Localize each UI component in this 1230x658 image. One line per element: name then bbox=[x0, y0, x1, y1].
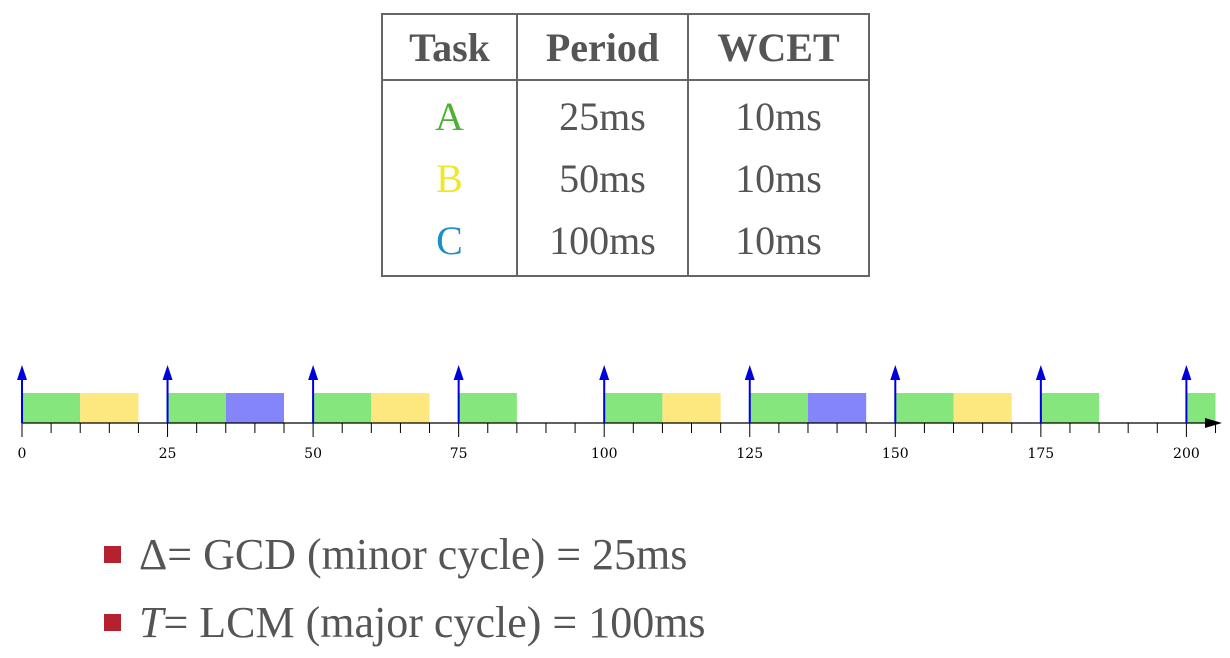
table-row: A 25ms 10ms bbox=[382, 80, 869, 147]
bullet-square-icon bbox=[104, 613, 121, 631]
header-period: Period bbox=[516, 14, 688, 81]
schedule-block-a bbox=[604, 393, 663, 423]
task-name-a: A bbox=[435, 93, 464, 139]
task-wcet-c: 10ms bbox=[687, 209, 869, 276]
bullet-major-cycle: T = LCM (major cycle) = 100ms bbox=[104, 588, 706, 656]
release-arrowhead-icon bbox=[744, 365, 755, 380]
tick-label: 75 bbox=[450, 446, 468, 462]
tick-label: 0 bbox=[18, 446, 27, 462]
time-axis-arrowhead-icon bbox=[1205, 418, 1222, 428]
tick-label: 25 bbox=[159, 446, 177, 462]
tick-label: 50 bbox=[304, 446, 322, 462]
bullet-symbol-t: T bbox=[139, 597, 164, 647]
release-arrowhead-icon bbox=[890, 365, 901, 380]
tick-label: 175 bbox=[1027, 446, 1054, 462]
tick-label: 150 bbox=[882, 446, 909, 462]
header-task: Task bbox=[382, 14, 517, 81]
task-table: Task Period WCET A 25ms 10ms B 50ms 10ms… bbox=[381, 13, 870, 277]
release-arrowhead-icon bbox=[308, 365, 319, 380]
release-arrowhead-icon bbox=[1035, 365, 1046, 380]
schedule-block-a bbox=[1186, 393, 1216, 423]
tick-label: 200 bbox=[1173, 446, 1200, 462]
task-wcet-a: 10ms bbox=[687, 80, 869, 147]
release-arrowhead-icon bbox=[599, 365, 610, 380]
task-period-a: 25ms bbox=[516, 80, 688, 147]
tick-label: 125 bbox=[736, 446, 763, 462]
schedule-block-a bbox=[167, 393, 226, 423]
schedule-block-a bbox=[1040, 393, 1100, 423]
bullet-text-major: = LCM (major cycle) = 100ms bbox=[163, 597, 706, 647]
schedule-block-a bbox=[458, 393, 517, 423]
table-header-row: Task Period WCET bbox=[382, 14, 869, 81]
header-wcet: WCET bbox=[687, 14, 869, 81]
task-period-c: 100ms bbox=[516, 209, 688, 276]
schedule-block-b bbox=[80, 393, 139, 423]
tick-label: 100 bbox=[591, 446, 618, 462]
schedule-block-a bbox=[749, 393, 808, 423]
table-row: B 50ms 10ms bbox=[382, 147, 869, 209]
task-name-c: C bbox=[436, 217, 463, 263]
bullet-square-icon bbox=[104, 545, 121, 563]
schedule-block-b bbox=[662, 393, 721, 423]
schedule-block-b bbox=[371, 393, 430, 423]
schedule-timeline: 0 25 50 75 100 125 150 175 200 bbox=[17, 365, 1222, 462]
task-period-b: 50ms bbox=[516, 147, 688, 209]
task-wcet-b: 10ms bbox=[687, 147, 869, 209]
task-name-b: B bbox=[436, 155, 463, 201]
release-arrowhead-icon bbox=[17, 365, 27, 380]
release-arrowhead-icon bbox=[162, 365, 173, 380]
schedule-block-c bbox=[225, 393, 284, 423]
schedule-block-a bbox=[895, 393, 954, 423]
table-row: C 100ms 10ms bbox=[382, 209, 869, 276]
schedule-block-a bbox=[313, 393, 372, 423]
release-arrowhead-icon bbox=[453, 365, 464, 380]
bullet-list: Δ = GCD (minor cycle) = 25ms T = LCM (ma… bbox=[104, 520, 706, 656]
bullet-text-minor: = GCD (minor cycle) = 25ms bbox=[167, 529, 688, 579]
release-arrowhead-icon bbox=[1181, 365, 1192, 380]
schedule-block-c bbox=[807, 393, 867, 423]
bullet-symbol-delta: Δ bbox=[139, 529, 168, 579]
schedule-block-a bbox=[22, 393, 81, 423]
bullet-minor-cycle: Δ = GCD (minor cycle) = 25ms bbox=[104, 520, 706, 588]
schedule-block-b bbox=[953, 393, 1012, 423]
